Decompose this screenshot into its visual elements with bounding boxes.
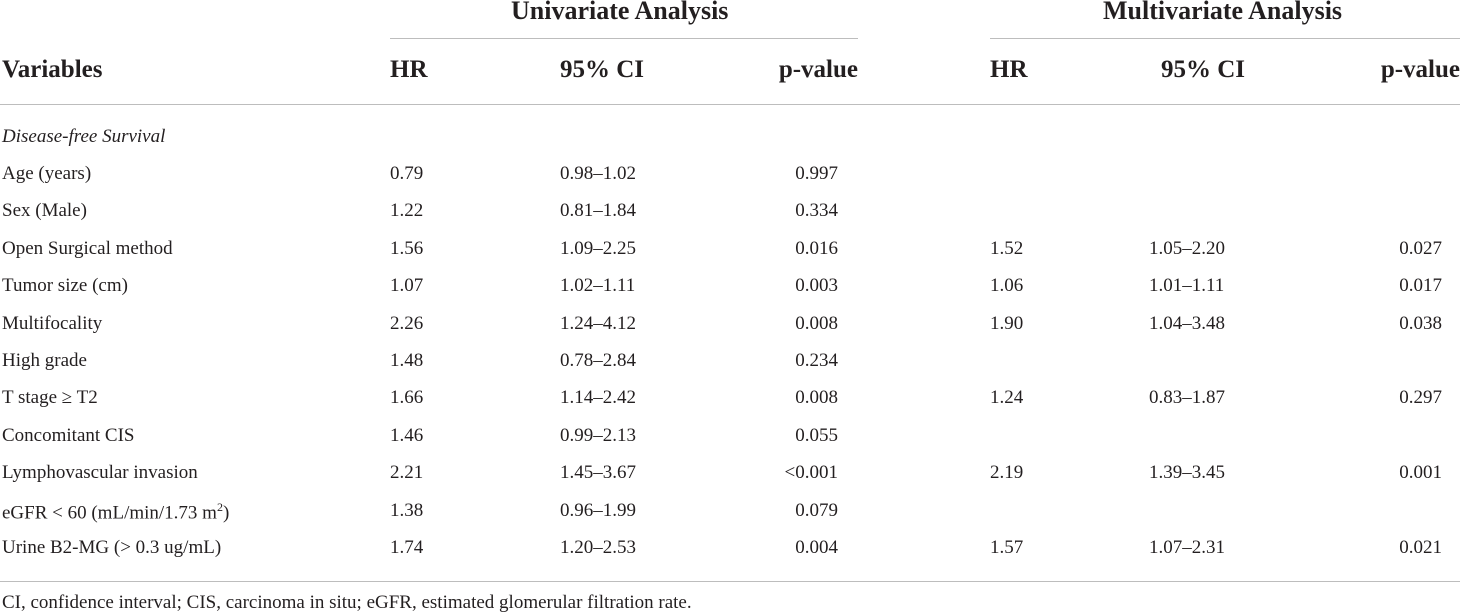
- row-label: Open Surgical method: [2, 238, 173, 259]
- table-cell: 1.07–2.31: [1149, 537, 1225, 558]
- col-header-uni-ci: 95% CI: [560, 56, 645, 83]
- table-cell: 0.81–1.84: [560, 200, 636, 221]
- table-cell: 1.48: [390, 350, 424, 371]
- row-label: Tumor size (cm): [2, 275, 128, 296]
- col-header-uni-hr: HR: [390, 56, 428, 83]
- table-cell: 1.56: [390, 238, 424, 259]
- table-cell: 1.45–3.67: [560, 462, 636, 483]
- label-tail: ): [222, 502, 230, 524]
- table-cell: 2.26: [390, 313, 424, 334]
- table-cell: 0.017: [1399, 275, 1442, 296]
- table-cell: 1.14–2.42: [560, 387, 636, 408]
- table-cell: 0.038: [1399, 313, 1442, 334]
- table-cell: 1.46: [390, 425, 424, 446]
- table-cell: <0.001: [784, 462, 838, 483]
- row-label: Sex (Male): [2, 200, 87, 221]
- table-cell: 2.19: [990, 462, 1024, 483]
- table-cell: 1.90: [990, 313, 1024, 334]
- table-cell: 1.66: [390, 387, 424, 408]
- table-cell: 0.96–1.99: [560, 500, 636, 521]
- table-cell: 1.04–3.48: [1149, 313, 1225, 334]
- table-cell: 1.07: [390, 275, 424, 296]
- table-cell: 1.22: [390, 200, 424, 221]
- table-cell: 1.01–1.11: [1149, 275, 1225, 296]
- table-cell: 0.997: [795, 163, 838, 184]
- table-cell: 0.98–1.02: [560, 163, 636, 184]
- table-cell: 0.027: [1399, 238, 1442, 259]
- row-label: eGFR < 60 (mL/min/1.73 m2): [2, 500, 230, 524]
- multivariate-group-header: Multivariate Analysis: [1103, 0, 1343, 25]
- table-cell: 0.234: [795, 350, 838, 371]
- table-cell: 1.20–2.53: [560, 537, 636, 558]
- table-cell: 1.38: [390, 500, 424, 521]
- table-cell: 1.02–1.11: [560, 275, 636, 296]
- table-cell: 1.24–4.12: [560, 313, 636, 334]
- table-cell: 0.83–1.87: [1149, 387, 1225, 408]
- row-label: Age (years): [2, 163, 92, 184]
- table-cell: 0.99–2.13: [560, 425, 636, 446]
- col-header-variables: Variables: [2, 56, 103, 83]
- table-cell: 0.008: [795, 313, 838, 334]
- table-cell: 0.016: [795, 238, 838, 259]
- table-cell: 0.008: [795, 387, 838, 408]
- header-rule: [0, 104, 1460, 105]
- multivariate-group-rule: [990, 38, 1460, 39]
- row-label: Multifocality: [2, 313, 103, 334]
- table-cell: 0.055: [795, 425, 838, 446]
- table-cell: 0.004: [795, 537, 838, 558]
- col-header-multi-ci: 95% CI: [1161, 56, 1246, 83]
- col-header-multi-hr: HR: [990, 56, 1028, 83]
- table-cell: 0.003: [795, 275, 838, 296]
- table-cell: 0.021: [1399, 537, 1442, 558]
- table-cell: 0.79: [390, 163, 424, 184]
- row-label: High grade: [2, 350, 87, 371]
- table-cell: 1.52: [990, 238, 1024, 259]
- table-cell: 0.001: [1399, 462, 1442, 483]
- table-footnote: CI, confidence interval; CIS, carcinoma …: [2, 592, 692, 613]
- col-header-uni-p: p-value: [778, 56, 858, 83]
- table-bottom-rule: [0, 581, 1460, 582]
- table-cell: 0.78–2.84: [560, 350, 636, 371]
- univariate-group-header: Univariate Analysis: [511, 0, 729, 25]
- col-header-multi-p: p-value: [1380, 56, 1460, 83]
- row-label: Concomitant CIS: [2, 425, 135, 446]
- univariate-group-rule: [390, 38, 858, 39]
- table-cell: 1.05–2.20: [1149, 238, 1225, 259]
- row-label: Urine B2-MG (> 0.3 ug/mL): [2, 537, 222, 558]
- table-cell: 1.06: [990, 275, 1024, 296]
- table-cell: 0.297: [1399, 387, 1442, 408]
- row-label: Lymphovascular invasion: [2, 462, 198, 483]
- table-cell: 1.74: [390, 537, 424, 558]
- superscript: 2: [216, 500, 223, 514]
- table-cell: 1.57: [990, 537, 1024, 558]
- table-cell: 0.079: [795, 500, 838, 521]
- table-cell: 0.334: [795, 200, 838, 221]
- table-cell: 1.39–3.45: [1149, 462, 1225, 483]
- row-label: T stage ≥ T2: [2, 387, 98, 408]
- section-label: Disease-free Survival: [2, 126, 166, 147]
- table-cell: 2.21: [390, 462, 424, 483]
- table-cell: 1.09–2.25: [560, 238, 636, 259]
- table-cell: 1.24: [990, 387, 1024, 408]
